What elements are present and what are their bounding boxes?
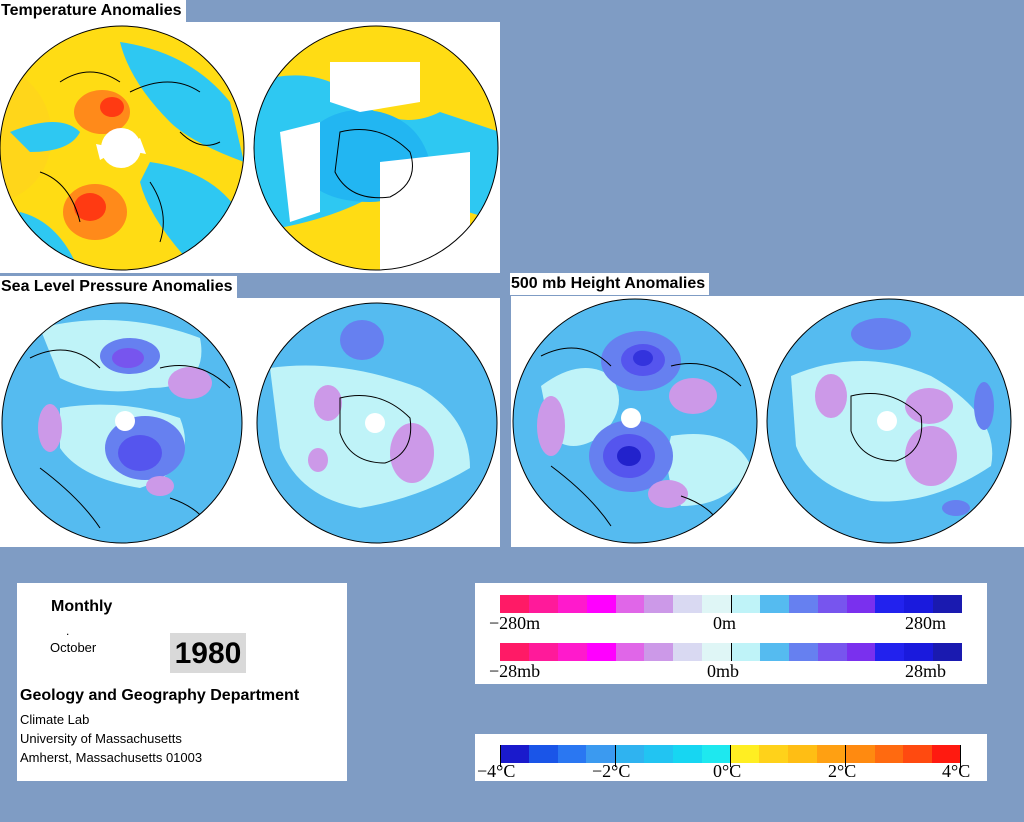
info-box: Monthly . October 1980 Geology and Geogr…: [17, 583, 347, 781]
pressure-swatch-12: [846, 643, 876, 661]
temperature-swatch-6: [672, 745, 702, 763]
temperature-maps: [0, 25, 499, 271]
temperature-swatch-15: [932, 745, 961, 763]
pressure-swatch-14: [904, 643, 934, 661]
height-swatch-0: [500, 595, 529, 613]
pressure-swatch-4: [615, 643, 645, 661]
period-label: Monthly: [51, 598, 113, 615]
height-swatch-9: [759, 595, 789, 613]
height-min-label: −280m: [489, 613, 541, 633]
pressure-swatch-7: [702, 643, 731, 661]
temperature-swatch-12: [845, 745, 875, 763]
slp-maps: [1, 302, 498, 544]
height-swatch-6: [673, 595, 703, 613]
dot-mark: .: [66, 624, 70, 638]
height-swatch-5: [644, 595, 674, 613]
height-swatch-4: [615, 595, 645, 613]
height-zero-tick: [731, 595, 732, 613]
lab-label: Climate Lab: [20, 712, 90, 727]
temperature-north-hemisphere: [0, 26, 244, 270]
temperature-swatch-2: [557, 745, 587, 763]
address-label: Amherst, Massachusetts 01003: [20, 750, 203, 765]
height-swatch-11: [817, 595, 847, 613]
height-500mb-anomalies-title: 500 mb Height Anomalies: [510, 273, 710, 295]
pressure-color-bar: [500, 643, 962, 661]
university-label: University of Massachusetts: [20, 731, 182, 746]
temp-m4-tick: [500, 745, 501, 767]
pressure-swatch-15: [933, 643, 962, 661]
slp-map-panel: [0, 298, 500, 547]
height-zero-label: 0m: [713, 613, 737, 633]
height-500mb-maps: [512, 298, 1012, 544]
height-color-bar: [500, 595, 962, 613]
pressure-min-label: −28mb: [489, 661, 541, 681]
department-label: Geology and Geography Department: [20, 687, 300, 704]
pressure-zero-tick: [731, 643, 732, 661]
temp-m4-label: −4°C: [477, 761, 516, 781]
pressure-swatch-8: [731, 643, 760, 661]
height-swatch-14: [904, 595, 934, 613]
temp-p4-label: 4°C: [942, 761, 971, 781]
height-swatch-1: [528, 595, 558, 613]
temp-m2-label: −2°C: [592, 761, 631, 781]
temperature-swatch-5: [644, 745, 673, 763]
year-label: 1980: [170, 633, 246, 673]
pressure-swatch-6: [673, 643, 703, 661]
temp-m2-tick: [615, 745, 616, 767]
temperature-swatch-4: [615, 745, 645, 763]
temperature-south-hemisphere: [254, 26, 498, 270]
height-pressure-legend: −280m 0m 280m −28mb 0mb 28mb: [475, 583, 987, 684]
temperature-swatch-8: [730, 745, 760, 763]
temperature-map-panel: [0, 22, 500, 273]
height-swatch-15: [933, 595, 962, 613]
pressure-zero-label: 0mb: [707, 661, 740, 681]
height-south-hemisphere: [767, 299, 1011, 543]
temperature-swatch-14: [903, 745, 933, 763]
temp-zero-tick: [730, 745, 731, 767]
temperature-swatch-9: [759, 745, 789, 763]
pressure-swatch-2: [557, 643, 587, 661]
height-swatch-8: [731, 595, 760, 613]
pressure-swatch-1: [528, 643, 558, 661]
pressure-swatch-5: [644, 643, 674, 661]
temperature-color-bar: [500, 745, 961, 763]
temperature-swatch-13: [874, 745, 904, 763]
height-max-label: 280m: [905, 613, 947, 633]
height-swatch-2: [557, 595, 587, 613]
month-label: October: [50, 640, 97, 655]
height-swatch-7: [702, 595, 731, 613]
slp-south-hemisphere: [257, 303, 497, 543]
pressure-swatch-10: [788, 643, 818, 661]
pressure-swatch-11: [817, 643, 847, 661]
temperature-legend: −4°C −2°C 0°C 2°C 4°C: [475, 734, 987, 781]
height-swatch-13: [875, 595, 905, 613]
pressure-swatch-3: [586, 643, 616, 661]
pressure-max-label: 28mb: [905, 661, 947, 681]
temp-zero-label: 0°C: [713, 761, 742, 781]
height-swatch-3: [586, 595, 616, 613]
pressure-swatch-9: [759, 643, 789, 661]
temp-p2-tick: [845, 745, 846, 767]
height-swatch-10: [788, 595, 818, 613]
height-swatch-12: [846, 595, 876, 613]
temp-p2-label: 2°C: [828, 761, 857, 781]
pressure-swatch-13: [875, 643, 905, 661]
temperature-swatch-3: [586, 745, 616, 763]
height-500mb-map-panel: [511, 296, 1024, 547]
temperature-anomalies-title: Temperature Anomalies: [0, 0, 186, 22]
temperature-swatch-10: [788, 745, 817, 763]
slp-north-hemisphere: [2, 303, 242, 543]
temperature-swatch-0: [500, 745, 529, 763]
pressure-swatch-0: [500, 643, 529, 661]
temperature-swatch-7: [701, 745, 731, 763]
height-north-hemisphere: [513, 299, 757, 543]
temperature-swatch-1: [528, 745, 558, 763]
temperature-swatch-11: [816, 745, 846, 763]
temp-p4-tick: [960, 745, 961, 767]
slp-anomalies-title: Sea Level Pressure Anomalies: [0, 276, 237, 298]
